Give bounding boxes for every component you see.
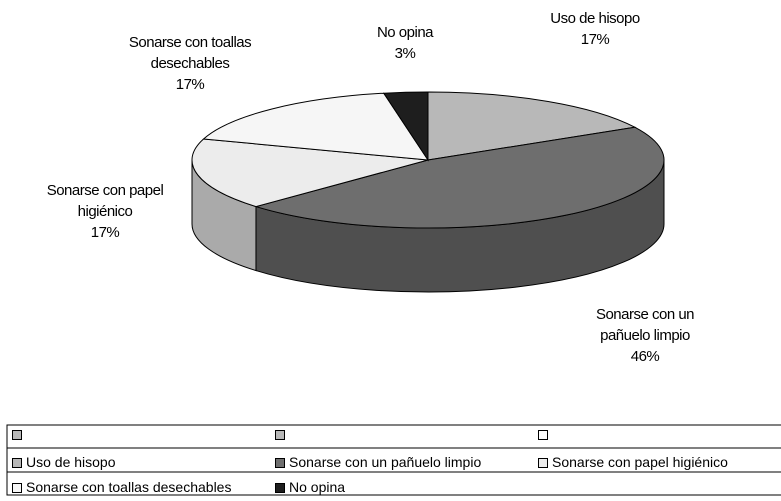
legend-swatch <box>275 458 285 468</box>
legend-swatch <box>12 483 22 493</box>
legend-swatch <box>12 458 22 468</box>
slice-label: Sonarse con un pañuelo limpio 46% <box>590 304 700 367</box>
legend-label: No opina <box>289 479 346 495</box>
slice-name: Sonarse con papel higiénico <box>46 182 164 220</box>
slice-label: Sonarse con toallas desechables 17% <box>100 32 280 95</box>
legend-square <box>538 430 548 440</box>
slice-value: 17% <box>90 224 120 241</box>
legend-swatch <box>538 458 548 468</box>
slice-label: No opina 3% <box>360 22 450 64</box>
legend-label: Uso de hisopo <box>26 454 116 470</box>
legend-label: Sonarse con un pañuelo limpio <box>289 454 482 470</box>
legend-label: Sonarse con papel higiénico <box>552 454 728 470</box>
slice-value: 17% <box>580 31 610 48</box>
slice-value: 46% <box>630 348 660 365</box>
pie-slice <box>254 126 665 229</box>
pie-slice <box>427 91 637 161</box>
legend-label: Sonarse con toallas desechables <box>26 479 232 495</box>
slice-name: Sonarse con un pañuelo limpio <box>595 306 695 344</box>
slice-value: 17% <box>175 76 205 93</box>
slice-name: Uso de hisopo <box>550 10 640 27</box>
pie-slice <box>382 91 429 162</box>
slice-name: No opina <box>376 24 434 41</box>
slice-label: Uso de hisopo 17% <box>520 8 670 50</box>
pie-slice <box>191 138 429 208</box>
legend-square <box>12 430 22 440</box>
legend-box <box>6 424 781 496</box>
legend-swatch <box>275 483 285 493</box>
pie-slice <box>202 92 429 161</box>
slice-value: 3% <box>394 45 416 62</box>
slice-label: Sonarse con papel higiénico 17% <box>20 180 190 243</box>
legend-square <box>275 430 285 440</box>
slice-name: Sonarse con toallas desechables <box>128 34 252 72</box>
